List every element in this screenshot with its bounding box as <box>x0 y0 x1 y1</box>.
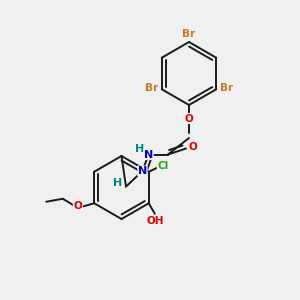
Text: H: H <box>113 178 122 188</box>
Text: O: O <box>73 201 82 211</box>
Text: OH: OH <box>147 216 164 226</box>
Text: O: O <box>184 113 194 124</box>
Text: H: H <box>136 144 145 154</box>
Text: N: N <box>144 149 153 160</box>
Text: N: N <box>138 166 147 176</box>
Text: O: O <box>188 142 197 152</box>
Text: Br: Br <box>220 83 233 93</box>
Text: Cl: Cl <box>158 161 169 171</box>
Text: Br: Br <box>145 83 158 93</box>
Text: Br: Br <box>182 28 196 39</box>
